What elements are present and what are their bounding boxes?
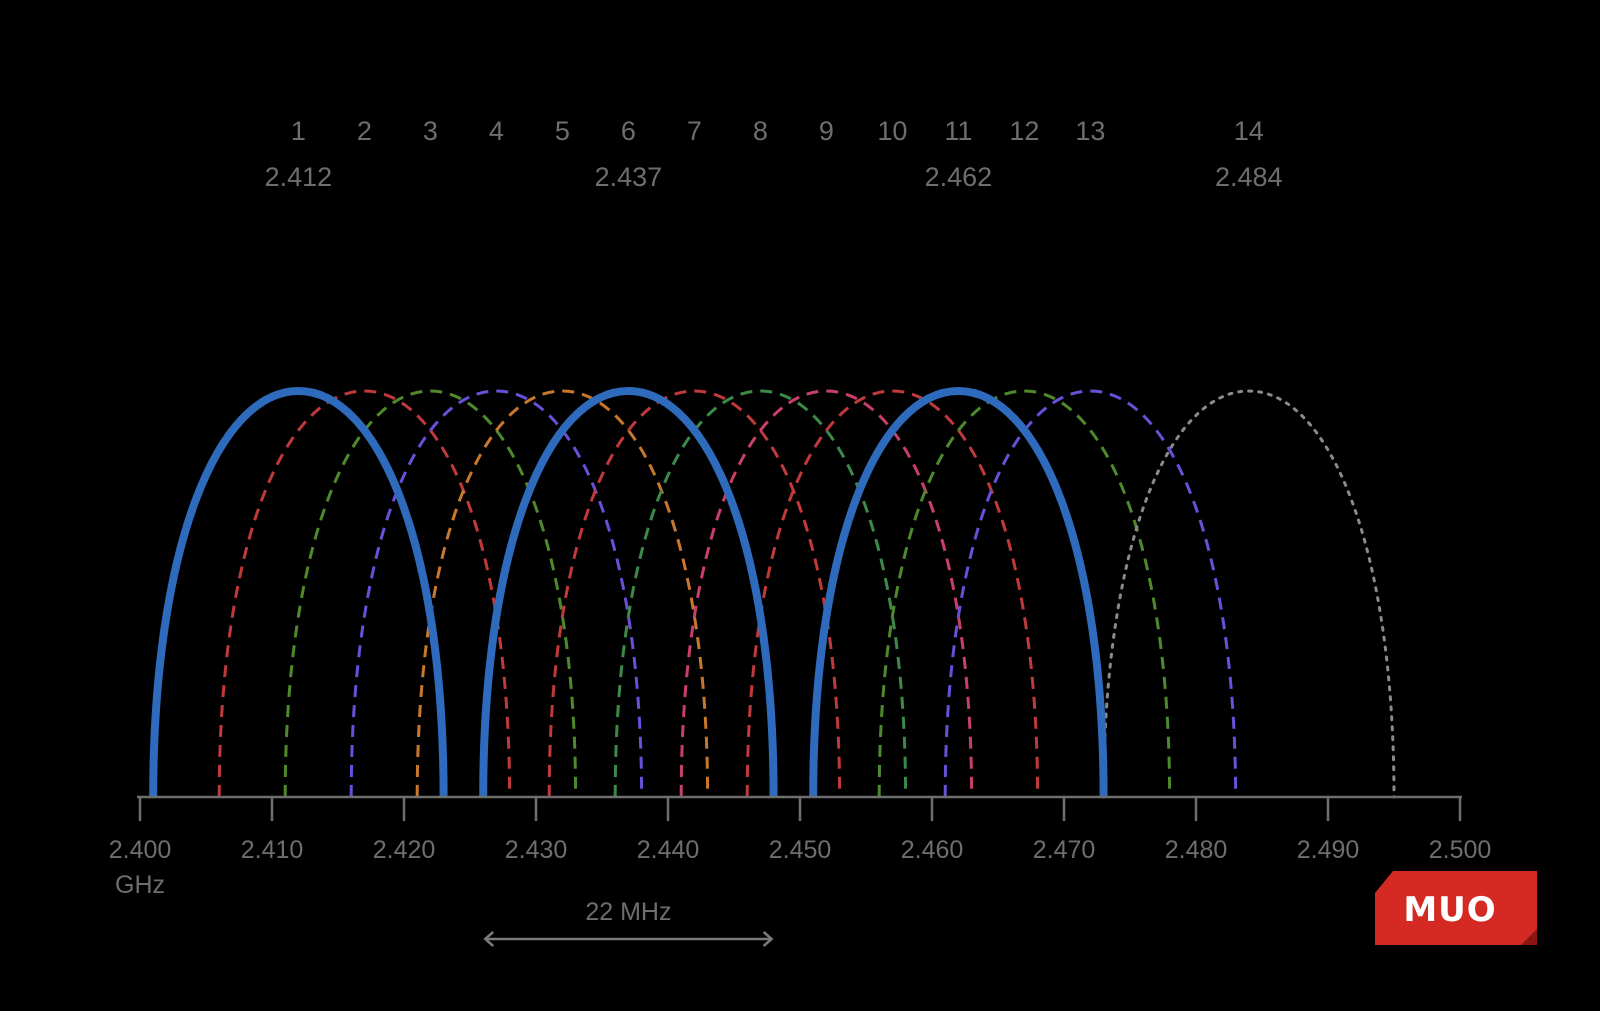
channel-arches xyxy=(149,386,1396,799)
channel-arch-10 xyxy=(745,389,1040,798)
muo-logo-corner xyxy=(1521,929,1537,945)
channel-number-7: 7 xyxy=(687,116,702,146)
channel-labels: 1 2.412 2 3 4 5 6 2.437 7 8 9 10 11 2.462 12 13 14 2.484 xyxy=(265,116,1283,192)
channel-center-freq-14: 2.484 xyxy=(1215,162,1283,192)
muo-logo-text: MUO xyxy=(1403,890,1496,930)
channel-number-1: 1 xyxy=(291,116,306,146)
axis-tick-label: 2.450 xyxy=(769,836,832,864)
channel-arch-6 xyxy=(479,386,778,798)
bandwidth-arrow-right-icon xyxy=(762,931,774,947)
channel-arch-12 xyxy=(877,389,1172,798)
axis-tick-label: 2.400 xyxy=(109,836,172,864)
channel-number-12: 12 xyxy=(1009,116,1039,146)
muo-logo-badge xyxy=(1375,871,1537,945)
frequency-axis: 2.400 2.410 2.420 2.430 2.440 2.450 2.460 2.470… xyxy=(109,795,1492,899)
channel-number-5: 5 xyxy=(555,116,570,146)
bandwidth-indicator: 22 MHz xyxy=(483,898,774,947)
axis-ticks: 2.400 2.410 2.420 2.430 2.440 2.450 2.460 2.470… xyxy=(109,797,1492,864)
channel-arch-11 xyxy=(809,386,1108,798)
channel-number-2: 2 xyxy=(357,116,372,146)
channel-arch-4 xyxy=(349,389,644,798)
channel-number-9: 9 xyxy=(819,116,834,146)
channel-number-3: 3 xyxy=(423,116,438,146)
channel-arch-14 xyxy=(1102,389,1396,799)
channel-arch-2 xyxy=(217,389,512,798)
channel-number-8: 8 xyxy=(753,116,768,146)
channel-arch-1 xyxy=(149,386,448,798)
axis-tick-label: 2.470 xyxy=(1033,836,1096,864)
channel-arch-9 xyxy=(679,389,974,798)
channel-number-4: 4 xyxy=(489,116,504,146)
axis-tick-label: 2.480 xyxy=(1165,836,1228,864)
channel-arch-13 xyxy=(943,389,1238,798)
channel-arch-5 xyxy=(415,389,710,798)
channel-number-11: 11 xyxy=(944,116,972,146)
bandwidth-arrow-left-icon xyxy=(483,931,495,947)
channel-arch-8 xyxy=(613,389,908,798)
channel-arch-7 xyxy=(547,389,842,798)
channel-number-10: 10 xyxy=(877,116,907,146)
channel-center-freq-11: 2.462 xyxy=(925,162,993,192)
muo-logo: MUO xyxy=(1375,871,1537,945)
axis-tick-label: 2.460 xyxy=(901,836,964,864)
channel-center-freq-6: 2.437 xyxy=(595,162,663,192)
channel-number-6: 6 xyxy=(621,116,636,146)
channel-number-13: 13 xyxy=(1075,116,1105,146)
axis-tick-label: 2.500 xyxy=(1429,836,1492,864)
axis-tick-label: 2.410 xyxy=(241,836,304,864)
channel-center-freq-1: 2.412 xyxy=(265,162,333,192)
axis-tick-label: 2.430 xyxy=(505,836,568,864)
channel-arch-3 xyxy=(283,389,578,798)
channel-number-14: 14 xyxy=(1234,116,1264,146)
bandwidth-label: 22 MHz xyxy=(585,898,671,926)
axis-tick-label: 2.490 xyxy=(1297,836,1360,864)
axis-tick-label: 2.440 xyxy=(637,836,700,864)
axis-tick-label: 2.420 xyxy=(373,836,436,864)
unit-label: GHz xyxy=(115,871,165,899)
